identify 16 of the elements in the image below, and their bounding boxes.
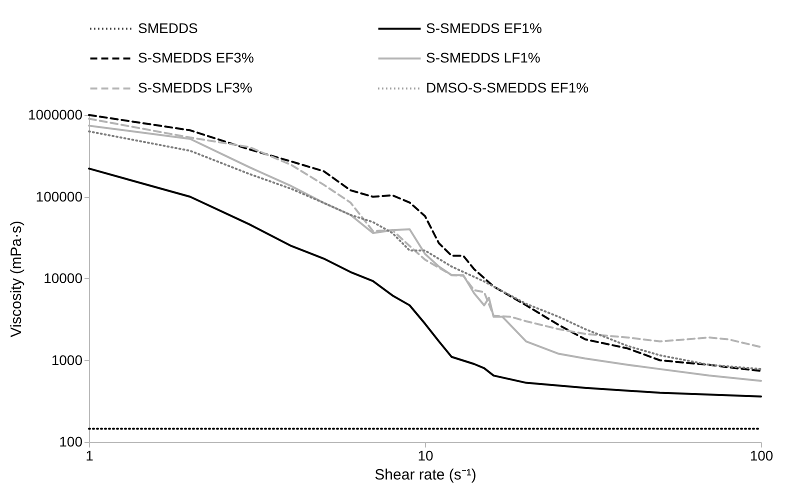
y-tick-label: 10000	[44, 270, 83, 286]
legend-label: DMSO-S-SMEDDS EF1%	[426, 80, 589, 96]
legend-label: S-SMEDDS EF1%	[426, 20, 542, 36]
x-axis-title: Shear rate (s⁻¹)	[374, 466, 476, 484]
y-tick-label: 100	[59, 434, 83, 450]
y-axis-title: Viscosity (mPa·s)	[8, 220, 25, 338]
y-tick-label: 1000	[51, 352, 83, 368]
y-tick-label: 100000	[36, 188, 83, 204]
y-tick-label: 1000000	[28, 106, 83, 122]
legend-label: S-SMEDDS LF1%	[426, 50, 540, 66]
legend-label: SMEDDS	[138, 20, 198, 36]
x-tick-label: 10	[418, 448, 434, 464]
x-tick-label: 1	[86, 448, 94, 464]
legend-label: S-SMEDDS LF3%	[138, 80, 252, 96]
legend-label: S-SMEDDS EF3%	[138, 50, 254, 66]
x-tick-label: 100	[750, 448, 774, 464]
